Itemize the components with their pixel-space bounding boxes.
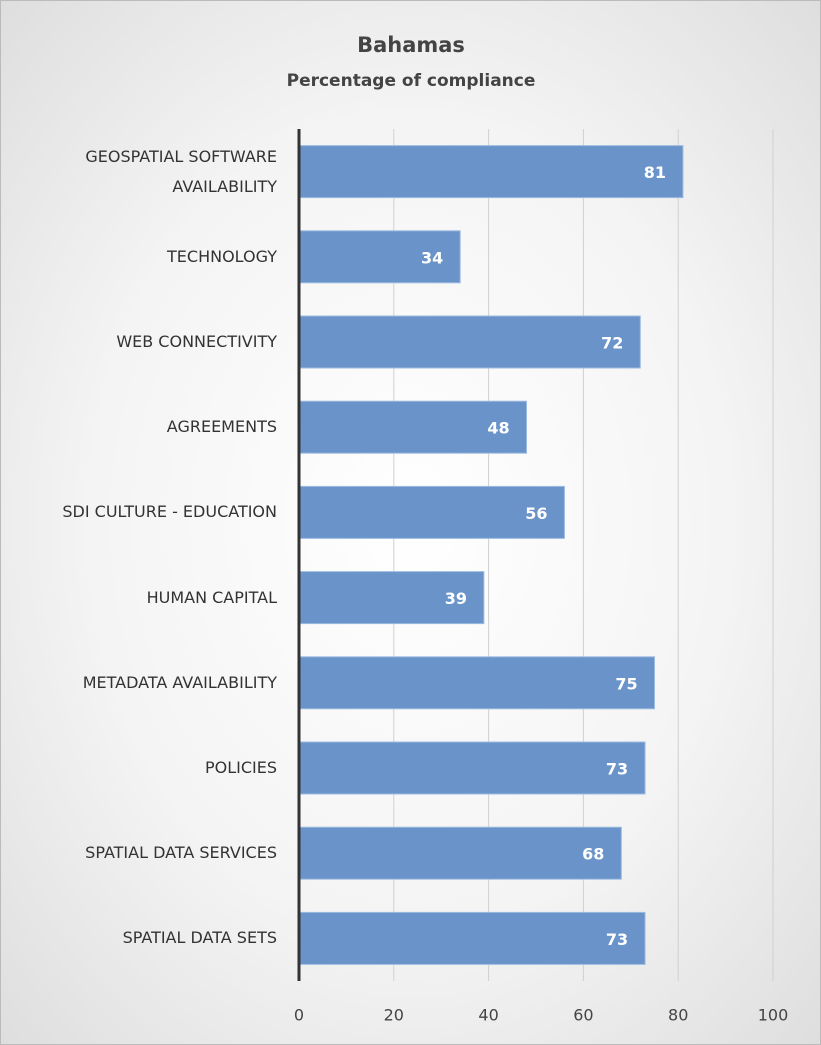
bar — [298, 911, 646, 965]
chart-subtitle: Percentage of compliance — [287, 71, 536, 91]
bar — [298, 145, 684, 199]
data-label: 34 — [421, 248, 443, 267]
data-label: 48 — [487, 419, 509, 438]
bar — [298, 485, 565, 539]
y-tick-label: AGREEMENTS — [166, 417, 277, 437]
data-label: 72 — [601, 334, 623, 353]
bar — [298, 315, 641, 369]
y-tick-label: POLICIES — [204, 758, 277, 777]
bar — [298, 656, 655, 710]
data-label: 73 — [606, 930, 628, 949]
data-label: 75 — [615, 674, 637, 693]
x-tick-label: 20 — [384, 1006, 404, 1025]
y-tick-label: GEOSPATIAL SOFTWARE AVAILABILITY — [85, 146, 277, 196]
y-tick-label: WEB CONNECTIVITY — [116, 332, 277, 351]
x-tick-label: 60 — [573, 1006, 593, 1025]
y-tick-label: SPATIAL DATA SETS — [122, 928, 277, 948]
bar — [298, 741, 646, 795]
y-tick-label: METADATA AVAILABILITY — [82, 672, 277, 692]
y-tick-label: SPATIAL DATA SERVICES — [85, 843, 277, 863]
bar — [298, 230, 461, 284]
y-tick-label: HUMAN CAPITAL — [146, 587, 277, 607]
x-tick-label: 80 — [668, 1006, 688, 1025]
bar — [298, 400, 528, 454]
x-tick-label: 40 — [478, 1006, 498, 1025]
data-label: 73 — [606, 760, 628, 779]
data-label: 68 — [582, 845, 604, 864]
data-label: 39 — [445, 589, 467, 608]
y-tick-label: TECHNOLOGY — [167, 246, 277, 266]
x-tick-label: 100 — [758, 1006, 789, 1025]
chart-title: Bahamas — [357, 33, 465, 57]
x-tick-label: 0 — [294, 1006, 304, 1025]
bar — [298, 826, 622, 880]
data-label: 81 — [644, 163, 666, 182]
data-label: 56 — [525, 504, 547, 523]
y-tick-label: SDI CULTURE - EDUCATION — [62, 502, 277, 522]
bar — [298, 571, 485, 625]
